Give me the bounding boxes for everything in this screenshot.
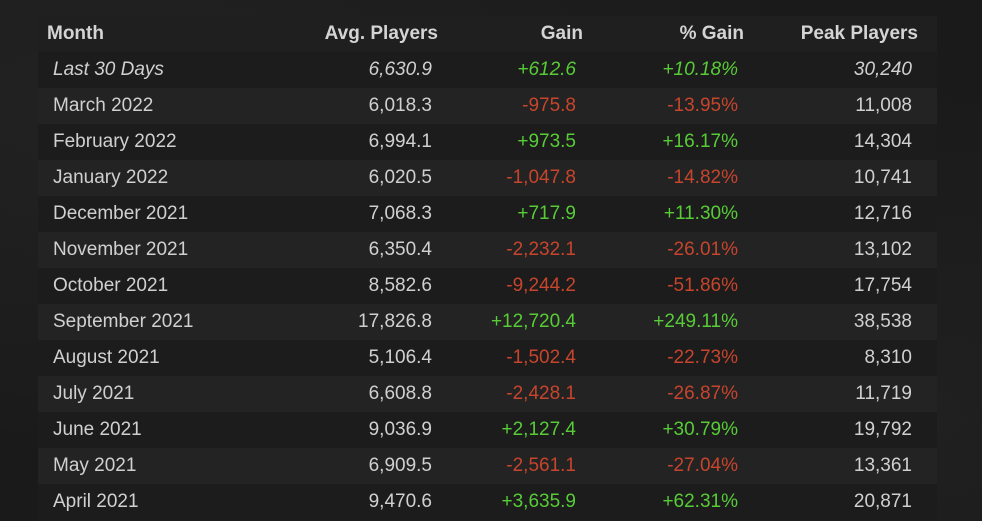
- cell-peak-players: 19,792: [853, 419, 912, 440]
- cell-month: February 2022: [53, 131, 177, 152]
- cell-percent-gain: -27.04%: [667, 455, 738, 476]
- cell-month: Last 30 Days: [53, 59, 164, 80]
- cell-avg-players: 5,106.4: [368, 347, 432, 368]
- column-header-gain: Gain: [540, 23, 583, 44]
- column-header-percent-gain: % Gain: [679, 23, 744, 44]
- cell-gain: -1,502.4: [506, 347, 576, 368]
- cell-gain: +3,635.9: [501, 491, 577, 512]
- cell-percent-gain: +249.11%: [653, 311, 738, 332]
- cell-month: May 2021: [53, 455, 137, 476]
- cell-peak-players: 10,741: [853, 167, 912, 188]
- table-row: Last 30 Days 6,630.9 +612.6 +10.18% 30,240: [38, 52, 937, 88]
- player-stats-table: Month Avg. Players Gain % Gain Peak Play…: [38, 16, 937, 521]
- cell-gain: +717.9: [517, 203, 576, 224]
- cell-percent-gain: -26.01%: [667, 239, 738, 260]
- cell-avg-players: 9,470.6: [368, 491, 432, 512]
- cell-month: January 2022: [53, 167, 169, 188]
- cell-avg-players: 6,608.8: [368, 383, 432, 404]
- cell-month: August 2021: [53, 347, 160, 368]
- cell-peak-players: 30,240: [853, 59, 912, 80]
- cell-percent-gain: +10.18%: [662, 59, 738, 80]
- cell-percent-gain: +16.17%: [662, 131, 738, 152]
- table-row: November 2021 6,350.4 -2,232.1 -26.01% 13,10…: [38, 232, 937, 268]
- cell-gain: +2,127.4: [501, 419, 577, 440]
- cell-month: April 2021: [53, 491, 139, 512]
- cell-percent-gain: +11.30%: [663, 203, 738, 224]
- cell-peak-players: 8,310: [864, 347, 912, 368]
- cell-month: October 2021: [53, 275, 169, 296]
- cell-peak-players: 11,008: [855, 95, 912, 116]
- cell-avg-players: 6,018.3: [368, 95, 432, 116]
- cell-percent-gain: -51.86%: [667, 275, 738, 296]
- table-row: December 2021 7,068.3 +717.9 +11.30% 12,716: [38, 196, 937, 232]
- cell-peak-players: 11,719: [855, 383, 912, 404]
- cell-avg-players: 7,068.3: [368, 203, 432, 224]
- column-header-peak-players: Peak Players: [800, 23, 918, 44]
- cell-percent-gain: -13.95%: [667, 95, 738, 116]
- cell-month: September 2021: [53, 311, 194, 332]
- cell-avg-players: 6,350.4: [368, 239, 432, 260]
- cell-gain: +612.6: [517, 59, 576, 80]
- column-header-month: Month: [47, 23, 104, 44]
- cell-peak-players: 13,361: [853, 455, 912, 476]
- table-row: September 2021 17,826.8 +12,720.4 +249.11% 3…: [38, 304, 937, 340]
- table-row: July 2021 6,608.8 -2,428.1 -26.87% 11,719: [38, 376, 937, 412]
- cell-avg-players: 6,020.5: [368, 167, 432, 188]
- cell-peak-players: 20,871: [853, 491, 912, 512]
- table-header: Month Avg. Players Gain % Gain Peak Play…: [38, 16, 937, 52]
- cell-month: November 2021: [53, 239, 189, 260]
- cell-gain: +12,720.4: [490, 311, 576, 332]
- table-row: March 2022 6,018.3 -975.8 -13.95% 11,008: [38, 88, 937, 124]
- cell-month: March 2022: [53, 95, 154, 116]
- table-row: October 2021 8,582.6 -9,244.2 -51.86% 17,754: [38, 268, 937, 304]
- table-body: Last 30 Days 6,630.9 +612.6 +10.18% 30,240 Ma…: [38, 52, 937, 520]
- cell-percent-gain: +30.79%: [662, 419, 738, 440]
- cell-percent-gain: -14.82%: [667, 167, 738, 188]
- cell-percent-gain: +62.31%: [662, 491, 738, 512]
- cell-percent-gain: -22.73%: [667, 347, 738, 368]
- cell-gain: -975.8: [522, 95, 576, 116]
- cell-peak-players: 38,538: [853, 311, 912, 332]
- cell-gain: -2,232.1: [506, 239, 576, 260]
- table-row: January 2022 6,020.5 -1,047.8 -14.82% 10,741: [38, 160, 937, 196]
- table-row: February 2022 6,994.1 +973.5 +16.17% 14,304: [38, 124, 937, 160]
- cell-avg-players: 6,994.1: [368, 131, 432, 152]
- cell-peak-players: 12,716: [853, 203, 912, 224]
- cell-avg-players: 17,826.8: [358, 311, 432, 332]
- table-row: April 2021 9,470.6 +3,635.9 +62.31% 20,871: [38, 484, 937, 520]
- cell-gain: -9,244.2: [506, 275, 576, 296]
- cell-gain: -2,561.1: [506, 455, 576, 476]
- cell-avg-players: 9,036.9: [368, 419, 432, 440]
- cell-peak-players: 17,754: [853, 275, 912, 296]
- cell-peak-players: 14,304: [853, 131, 912, 152]
- cell-gain: -1,047.8: [506, 167, 576, 188]
- cell-month: July 2021: [53, 383, 135, 404]
- cell-avg-players: 6,909.5: [368, 455, 432, 476]
- cell-avg-players: 8,582.6: [368, 275, 432, 296]
- cell-month: June 2021: [53, 419, 142, 440]
- cell-gain: -2,428.1: [506, 383, 576, 404]
- table-row: May 2021 6,909.5 -2,561.1 -27.04% 13,361: [38, 448, 937, 484]
- cell-avg-players: 6,630.9: [368, 59, 432, 80]
- column-header-avg-players: Avg. Players: [324, 23, 438, 44]
- cell-peak-players: 13,102: [853, 239, 912, 260]
- table-row: June 2021 9,036.9 +2,127.4 +30.79% 19,792: [38, 412, 937, 448]
- table-row: August 2021 5,106.4 -1,502.4 -22.73% 8,310: [38, 340, 937, 376]
- cell-month: December 2021: [53, 203, 189, 224]
- cell-percent-gain: -26.87%: [667, 383, 738, 404]
- cell-gain: +973.5: [517, 131, 576, 152]
